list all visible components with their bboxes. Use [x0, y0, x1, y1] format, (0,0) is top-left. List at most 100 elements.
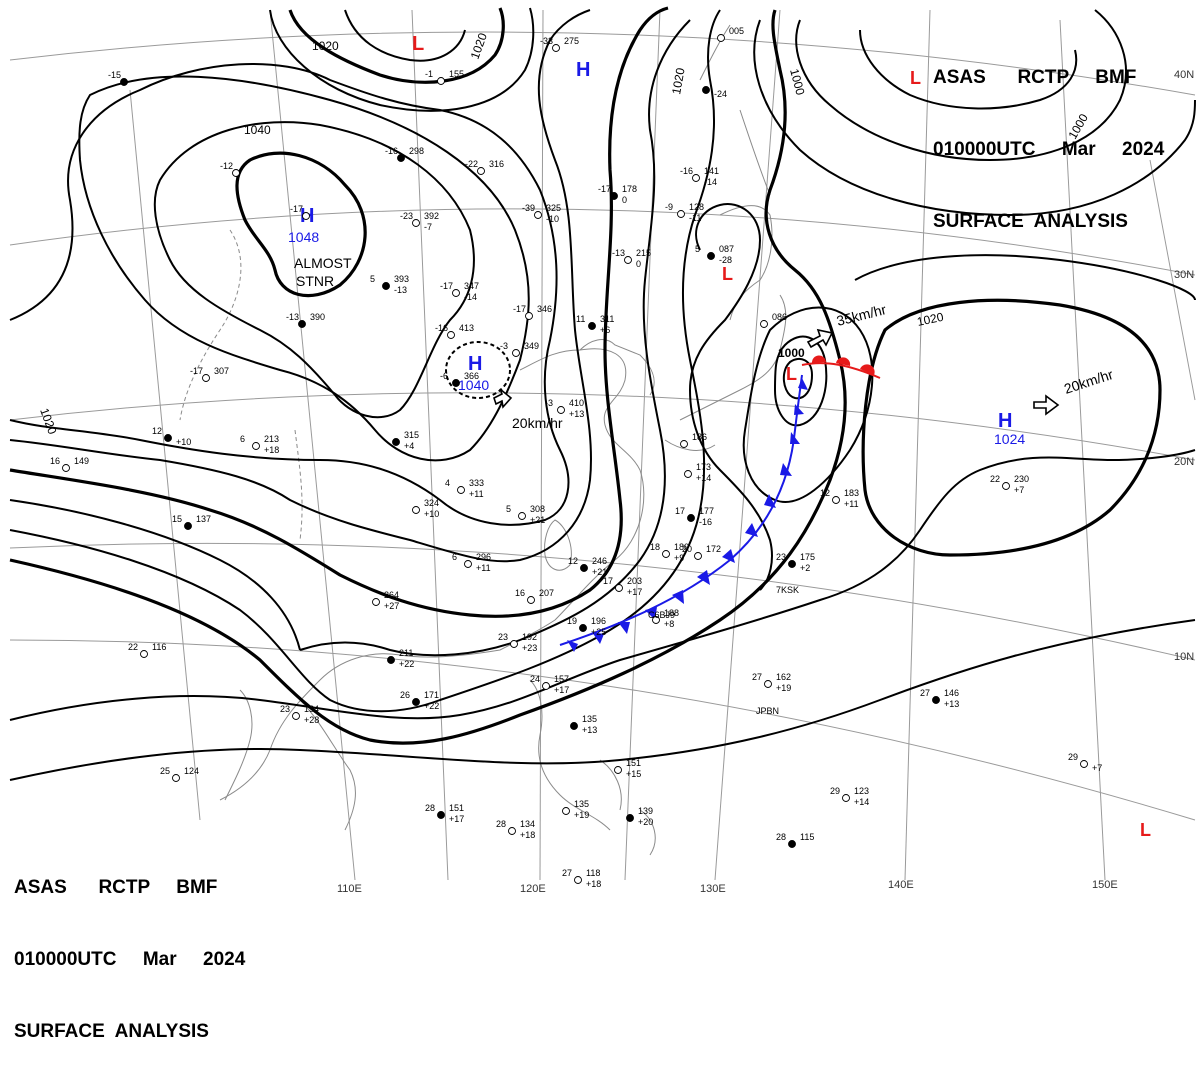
high-symbol-pacific: H — [998, 410, 1012, 432]
station-pressure: 118 — [586, 868, 600, 878]
isobar-1016-pacific — [854, 254, 1196, 301]
station-tendency: +17 — [449, 814, 464, 824]
lat-20n — [9, 392, 1196, 461]
station-tendency: +20 — [638, 817, 653, 827]
station-plot: 135+19 — [562, 799, 589, 820]
station-temperature: 17 — [603, 576, 613, 586]
station-pressure: 115 — [800, 832, 814, 842]
station-plot: 23 175+2 — [776, 552, 815, 573]
station-tendency: +11 — [844, 499, 859, 509]
station-pressure: 410 — [569, 398, 584, 408]
station-circle — [687, 514, 695, 522]
cold-front-tri — [722, 549, 735, 563]
header-line-2: 010000UTC Mar 2024 — [933, 139, 1165, 160]
station-circle — [447, 331, 455, 339]
weather-map: 1040 1020 1020 1020 1020 1020 1000 1000 … — [9, 6, 1196, 895]
station-tendency: +28 — [304, 715, 319, 725]
station-pressure: 207 — [539, 588, 554, 598]
station-circle — [298, 320, 306, 328]
station-circle — [437, 811, 445, 819]
station-temperature: -3 — [500, 341, 508, 351]
coast-kamchatka — [699, 24, 771, 196]
station-plot: 28 134+18 — [496, 819, 535, 840]
station-plot: -9 128-11 — [665, 202, 704, 223]
station-plot: 5 308+21 — [506, 504, 545, 525]
low-symbol-ne: L — [910, 68, 921, 88]
station-circle — [510, 640, 518, 648]
station-pressure: 333 — [469, 478, 484, 488]
motion-china-high: 20km/hr — [512, 415, 563, 431]
isobar-1000-nw — [795, 9, 1127, 162]
lat-0 — [9, 639, 1196, 821]
station-plot: 17 177-16 — [675, 506, 714, 527]
station-tendency: +11 — [469, 489, 484, 499]
station-circle — [760, 320, 768, 328]
station-tendency: -16 — [699, 517, 712, 527]
station-tendency: +22 — [424, 701, 439, 711]
station-plots: -15-12-17-13 390-17 307-1 155-16 298-22 316-2… — [50, 26, 1102, 889]
station-tendency: +22 — [399, 659, 414, 669]
station-circle — [452, 379, 460, 387]
station-circle — [1080, 760, 1088, 768]
station-circle — [626, 814, 634, 822]
cold-front-tri — [618, 622, 630, 634]
station-tendency: +19 — [776, 683, 791, 693]
station-temperature: 12 — [568, 556, 578, 566]
high-value-mongolia: 1048 — [288, 229, 319, 245]
station-pressure: 413 — [459, 323, 474, 333]
station-circle — [62, 464, 70, 472]
station-plot: 23 192+23 — [498, 632, 537, 653]
station-plot: -33 275 — [540, 36, 579, 52]
warm-front-semicircle — [836, 357, 851, 366]
station-circle — [302, 212, 310, 220]
station-temperature: -17 — [513, 304, 526, 314]
station-temperature: -6 — [440, 371, 448, 381]
station-pressure: 308 — [530, 504, 545, 514]
station-plot: -23 392-7 — [400, 211, 439, 232]
station-circle — [412, 698, 420, 706]
station-temperature: 5 — [695, 244, 700, 254]
station-pressure: 180 — [674, 542, 689, 552]
isobar-1008 — [688, 203, 773, 591]
station-temperature: -16 — [435, 323, 448, 333]
station-circle — [788, 560, 796, 568]
station-circle — [392, 438, 400, 446]
lon-150e — [1059, 19, 1106, 881]
station-plot: 18 180+9 — [650, 542, 689, 563]
station-plot: 24 157+17 — [530, 674, 569, 695]
station-temperature: -22 — [465, 159, 478, 169]
header-line-3: SURFACE ANALYSIS — [14, 1021, 209, 1042]
station-temperature: 25 — [160, 766, 170, 776]
station-plot: 27 118+18 — [562, 868, 601, 889]
station-circle — [1002, 482, 1010, 490]
station-plot: -39 325-10 — [522, 203, 561, 224]
warm-front — [801, 355, 881, 379]
station-plot: -15 — [108, 70, 128, 86]
station-circle — [580, 564, 588, 572]
station-temperature: 28 — [425, 803, 435, 813]
station-pressure: 392 — [424, 211, 439, 221]
station-pressure: 116 — [152, 642, 166, 652]
high-value-china: 1040 — [458, 377, 489, 393]
high-value-pacific: 1024 — [994, 431, 1025, 447]
station-pressure: 390 — [310, 312, 325, 322]
header-line-1: ASAS RCTP BMF — [933, 67, 1137, 88]
isobar-1040-outer — [78, 75, 530, 462]
station-tendency: 0 — [622, 195, 627, 205]
ship-id: C6BJ9 — [648, 610, 675, 620]
station-pressure: 230 — [1014, 474, 1029, 484]
station-tendency: -28 — [719, 255, 732, 265]
lat-label-10n: 10N — [1174, 651, 1194, 663]
station-plot: 26 171+22 — [400, 690, 439, 711]
cold-front-tri — [764, 494, 776, 508]
station-circle — [527, 596, 535, 604]
station-temperature: 11 — [576, 314, 585, 324]
station-plot: 15 137 — [172, 514, 211, 530]
isobars — [9, 6, 1196, 781]
station-tendency: +13 — [944, 699, 959, 709]
station-plot: 27 162+19 — [752, 672, 791, 693]
ship-id: 7KSK — [776, 585, 799, 595]
station-circle — [172, 774, 180, 782]
station-tendency: +17 — [554, 685, 569, 695]
station-temperature: -23 — [400, 211, 413, 221]
